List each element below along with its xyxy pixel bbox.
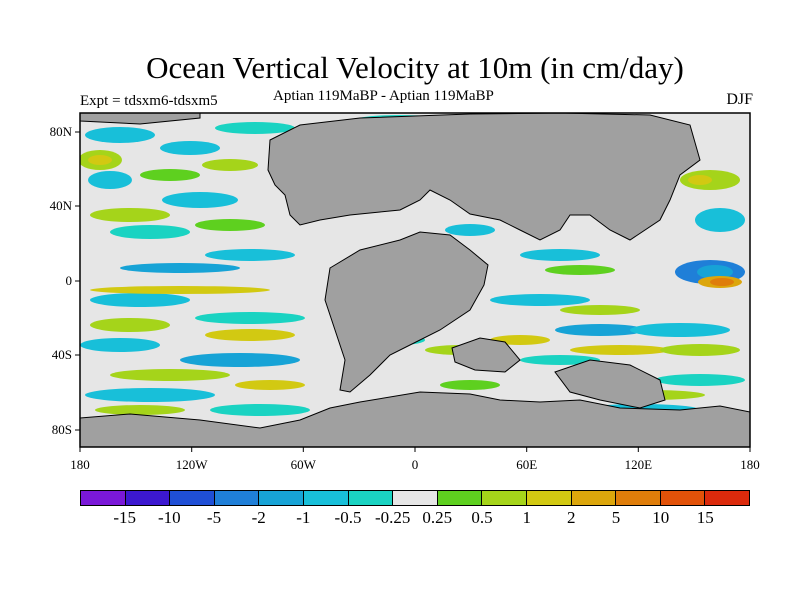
season-label: DJF: [726, 91, 753, 108]
lat-label-0: 0: [65, 273, 73, 288]
colorbar-label: 10: [652, 508, 670, 527]
plot-title: Ocean Vertical Velocity at 10m (in cm/da…: [146, 50, 684, 85]
northern-continent-land: [267, 113, 701, 241]
comparison-label: Aptian 119MaBP - Aptian 119MaBP: [273, 88, 494, 104]
colorbar-label: -0.5: [334, 508, 362, 527]
lat-label-80n: 80N: [49, 124, 72, 139]
antarctica-land: [80, 391, 750, 447]
lon-label-120w: 120W: [175, 457, 208, 472]
lon-label-120e: 120E: [624, 457, 653, 472]
colorbar-label: 0.5: [471, 508, 493, 527]
colorbar-label: 0.25: [422, 508, 453, 527]
colorbar-label: 1: [522, 508, 531, 527]
arctic-land: [80, 113, 201, 125]
colorbar-swatch: [125, 491, 171, 505]
lon-label-180w: 180: [70, 457, 90, 472]
lat-label-40n: 40N: [49, 198, 72, 213]
colorbar-label: -1: [296, 508, 311, 527]
colorbar-label: -15: [113, 508, 137, 527]
colorbar-swatch: [170, 491, 215, 505]
colorbar-swatch: [616, 491, 661, 505]
colorbar-label: 2: [567, 508, 576, 527]
colorbar-swatch: [303, 491, 349, 505]
lon-label-180e: 180: [740, 457, 760, 472]
colorbar-swatch: [437, 491, 483, 505]
colorbar-swatch: [81, 491, 126, 505]
colorbar-swatch: [393, 491, 438, 505]
colorbar-swatch: [660, 491, 706, 505]
colorbar: [80, 490, 750, 506]
land-masses: [80, 113, 750, 447]
colorbar-label: -2: [251, 508, 266, 527]
lon-label-60w: 60W: [290, 457, 316, 472]
colorbar-label: -5: [206, 508, 222, 527]
lat-label-40s: 40S: [51, 347, 72, 362]
colorbar-label: -0.25: [374, 508, 411, 527]
colorbar-swatch: [348, 491, 394, 505]
gondwana-land: [324, 231, 489, 393]
colorbar-swatch: [571, 491, 617, 505]
colorbar-label: -10: [157, 508, 181, 527]
experiment-label: Expt = tdsxm6-tdsxm5: [80, 93, 218, 109]
lon-label-60e: 60E: [516, 457, 538, 472]
australia-land: [554, 359, 666, 409]
colorbar-swatch: [482, 491, 527, 505]
lon-label-0: 0: [411, 457, 419, 472]
colorbar-label: 15: [696, 508, 714, 527]
india-land: [451, 337, 521, 373]
colorbar-swatch: [705, 491, 749, 505]
colorbar-label: 5: [611, 508, 621, 527]
colorbar-swatch: [259, 491, 304, 505]
colorbar-swatch: [214, 491, 260, 505]
colorbar-swatch: [526, 491, 572, 505]
map-plot-area: [80, 113, 750, 447]
lat-label-80s: 80S: [51, 422, 72, 437]
axis-ticks: [75, 131, 751, 452]
